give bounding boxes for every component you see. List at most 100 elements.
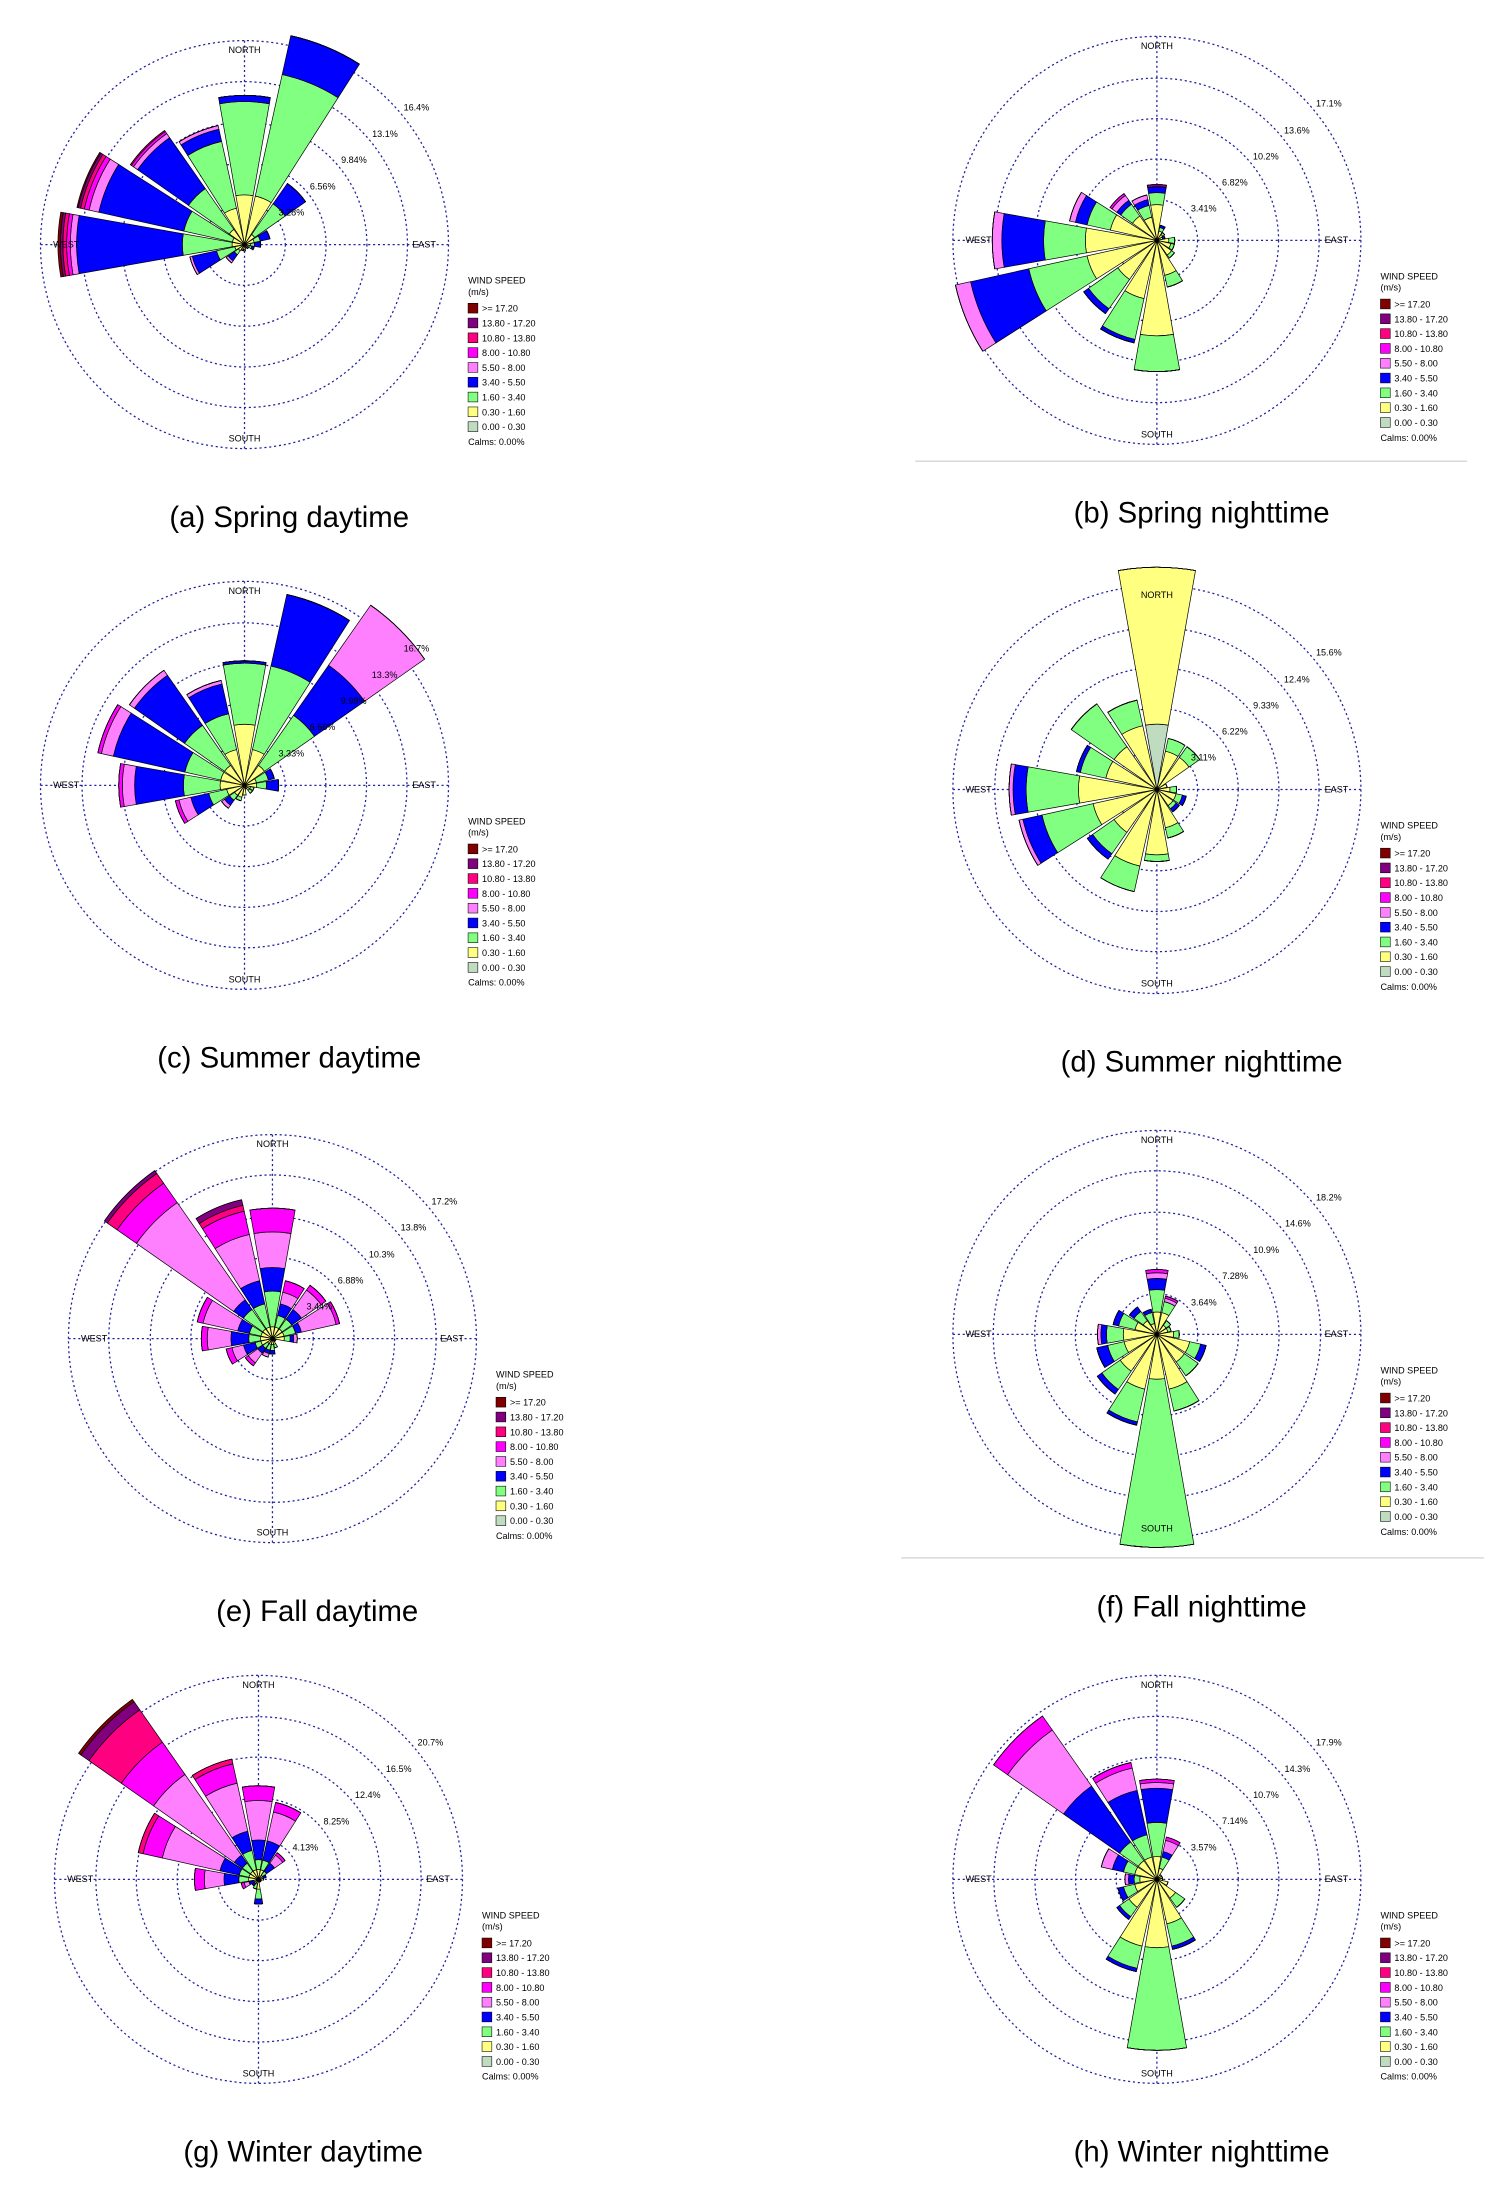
- legend-label: 10.80 - 13.80: [482, 874, 536, 884]
- petal-segment: [225, 1348, 233, 1365]
- petal-segment: [259, 1880, 262, 1883]
- direction-label: EAST: [1325, 784, 1349, 794]
- legend-label: 0.30 - 1.60: [1394, 2042, 1437, 2052]
- legend-swatch: [1380, 1437, 1391, 1448]
- petal-segment: [1168, 738, 1186, 746]
- legend-swatch: [1380, 1466, 1391, 1478]
- petal-segment: [253, 1898, 264, 1905]
- petal-segment: [1106, 1325, 1125, 1344]
- legend-label: >= 17.20: [1394, 1393, 1430, 1403]
- petal-segment: [1076, 745, 1088, 772]
- direction-label: SOUTH: [243, 2068, 275, 2078]
- legend-swatch: [467, 962, 479, 973]
- legend-label: 5.50 - 8.00: [1394, 359, 1437, 369]
- calms-label: Calms: 0.00%: [1380, 433, 1437, 443]
- ring: [39, 39, 450, 450]
- petal-segment: [76, 151, 102, 209]
- legend-label: >= 17.20: [1394, 849, 1430, 859]
- calms-label: Calms: 0.00%: [468, 437, 525, 447]
- legend-swatch: [1380, 1967, 1391, 1978]
- petal-segment: [251, 1883, 255, 1887]
- legend-label: 5.50 - 8.00: [482, 363, 525, 373]
- caption: (e) Fall daytime: [216, 1595, 418, 1628]
- legend-title: WIND SPEED: [482, 1910, 540, 1920]
- wind-rose: 3.64% 7.28% 10.9% 14.6% 18.2% NORTH EAST SOUTH W…: [952, 1129, 1448, 1624]
- direction-label: NORTH: [1141, 41, 1173, 51]
- petal-segment: [1168, 236, 1176, 244]
- petal-segment: [1162, 232, 1166, 236]
- petal-segment: [1069, 192, 1082, 222]
- petal-segment: [1176, 1898, 1186, 1908]
- petal-segment: [192, 1758, 232, 1776]
- petal-segment: [249, 1207, 296, 1234]
- petal-segment: [57, 211, 64, 278]
- wind-rose: 4.13% 8.25% 12.4% 16.5% 20.7% NORTH EAST SOUTH W…: [53, 1674, 550, 2169]
- caption: (c) Summer daytime: [157, 1042, 421, 1075]
- wind-rose: 3.44% 6.88% 10.3% 13.8% 17.2% NORTH EAST SOUTH W…: [67, 1134, 564, 1628]
- petal-segment: [240, 1883, 244, 1890]
- caption: (h) Winter nighttime: [1074, 2136, 1330, 2169]
- legend-label: 10.80 - 13.80: [1394, 1968, 1448, 1978]
- legend-swatch: [1380, 2041, 1391, 2052]
- petal-segment: [1171, 244, 1175, 251]
- petal-segment: [1116, 1907, 1129, 1920]
- petal-segment: [1128, 1873, 1135, 1885]
- legend-swatch: [1380, 1996, 1391, 2008]
- petal-segment: [241, 1785, 276, 1803]
- direction-label: SOUTH: [229, 974, 261, 984]
- legend-swatch: [481, 2026, 493, 2037]
- ring-label: 13.1%: [372, 129, 398, 139]
- ring: [992, 1170, 1322, 1499]
- ring: [952, 584, 1362, 995]
- legend-label: 0.00 - 0.30: [510, 1516, 553, 1526]
- petal-segment: [223, 1872, 240, 1886]
- petal-segment: [370, 604, 425, 660]
- legend-swatch: [467, 377, 479, 388]
- direction-label: NORTH: [228, 586, 260, 596]
- direction-label: WEST: [81, 1333, 108, 1343]
- legend-swatch: [1380, 1511, 1391, 1522]
- direction-label: NORTH: [1141, 1135, 1173, 1145]
- petal-segment: [1112, 1310, 1120, 1325]
- direction-label: EAST: [1325, 1329, 1349, 1339]
- petal-segment: [1086, 838, 1109, 860]
- petal-segment: [175, 800, 186, 824]
- legend-label: 13.80 - 17.20: [1394, 1953, 1448, 1963]
- petal-segment: [1165, 783, 1168, 788]
- ring-label: 3.57%: [1191, 1842, 1217, 1852]
- ring: [95, 1716, 422, 2043]
- legend-label: 0.30 - 1.60: [510, 1501, 553, 1511]
- legend-label: 5.50 - 8.00: [510, 1457, 553, 1467]
- ring: [952, 1674, 1362, 2084]
- petal-segment: [1140, 1787, 1174, 1824]
- petal-segment: [955, 285, 984, 352]
- ring-label: 14.6%: [1285, 1218, 1311, 1228]
- ring-label: 7.14%: [1222, 1816, 1248, 1826]
- ring-label: 3.11%: [1191, 753, 1216, 763]
- legend-unit: (m/s): [496, 1381, 517, 1391]
- petal-segment: [1144, 859, 1170, 862]
- legend-label: 10.80 - 13.80: [510, 1427, 564, 1437]
- petal-segment: [137, 1812, 155, 1853]
- legend-label: 13.80 - 17.20: [482, 318, 536, 328]
- legend-swatch: [1380, 343, 1391, 354]
- ring-label: 6.82%: [1222, 177, 1248, 187]
- legend-label: 8.00 - 10.80: [1394, 1983, 1442, 1993]
- legend-unit: (m/s): [1380, 1377, 1401, 1387]
- legend-swatch: [1380, 1481, 1391, 1493]
- legend-swatch: [495, 1456, 507, 1467]
- petal-segment: [77, 1698, 135, 1756]
- petal-segment: [1148, 192, 1166, 206]
- petal-segment: [1173, 1400, 1200, 1412]
- direction-label: SOUTH: [1141, 429, 1173, 439]
- legend-label: 10.80 - 13.80: [1394, 329, 1448, 339]
- direction-label: SOUTH: [1141, 2068, 1173, 2078]
- legend-swatch: [467, 406, 479, 418]
- petal-segment: [991, 211, 996, 270]
- petal-segment: [274, 1340, 276, 1342]
- ring-label: 3.64%: [1191, 1297, 1217, 1307]
- ring-label: 10.7%: [1253, 1790, 1279, 1800]
- caption: (f) Fall nighttime: [1096, 1591, 1306, 1624]
- direction-label: NORTH: [242, 1680, 274, 1690]
- petal-segment: [1139, 1778, 1175, 1781]
